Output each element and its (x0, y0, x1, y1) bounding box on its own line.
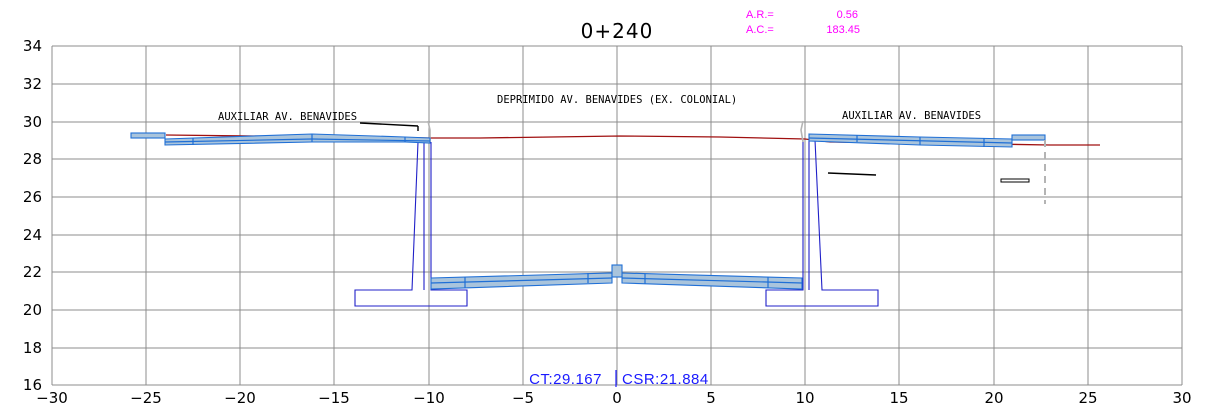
ar-value: 0.56 (837, 9, 858, 21)
x-axis-labels: −30 −25 −20 −15 −10 −5 0 5 10 15 20 25 3… (36, 389, 1191, 407)
y-tick-label: 32 (23, 75, 42, 93)
y-tick-label: 28 (23, 150, 42, 168)
ct-value: CT:29.167 (529, 371, 602, 388)
y-tick-label: 26 (23, 188, 42, 206)
left-retaining-wall (354, 141, 468, 307)
left-road-label: AUXILIAR AV. BENAVIDES (218, 111, 357, 123)
elevation-summary: CT:29.167 CSR:21.884 (529, 370, 709, 388)
x-tick-label: 10 (795, 389, 814, 407)
x-tick-label: 25 (1078, 389, 1097, 407)
y-tick-label: 18 (23, 339, 42, 357)
x-tick-label: −25 (130, 389, 162, 407)
right-retaining-wall (765, 139, 879, 307)
grid (51, 45, 1183, 386)
left-annotation-line (359, 122, 419, 127)
center-road-label: DEPRIMIDO AV. BENAVIDES (EX. COLONIAL) (497, 94, 737, 106)
ar-label: A.R.= (746, 9, 774, 21)
x-tick-label: −30 (36, 389, 68, 407)
x-tick-label: −15 (318, 389, 350, 407)
x-tick-label: 20 (984, 389, 1003, 407)
x-tick-label: 30 (1172, 389, 1191, 407)
x-tick-label: 5 (706, 389, 716, 407)
y-tick-label: 20 (23, 301, 42, 319)
right-road-label: AUXILIAR AV. BENAVIDES (842, 110, 981, 122)
y-tick-label: 34 (23, 37, 42, 55)
x-tick-label: 0 (612, 389, 622, 407)
left-auxiliary-pavement (130, 132, 431, 146)
right-annotation-box (1000, 178, 1030, 183)
area-summary: A.R.= 0.56 A.C.= 183.45 (746, 9, 860, 36)
x-tick-label: 15 (889, 389, 908, 407)
x-tick-label: −10 (413, 389, 445, 407)
y-tick-label: 16 (23, 376, 42, 394)
depressed-roadway-pavement (430, 264, 803, 290)
right-annotation-line (827, 172, 877, 176)
ac-value: 183.45 (826, 24, 860, 36)
y-tick-label: 24 (23, 226, 42, 244)
ac-label: A.C.= (746, 24, 774, 36)
right-guard-rail (800, 120, 804, 143)
csr-value: CSR:21.884 (622, 371, 709, 388)
y-axis-labels: 34 32 30 28 26 24 22 20 18 16 (23, 37, 42, 394)
y-tick-label: 30 (23, 113, 42, 131)
y-tick-label: 22 (23, 263, 42, 281)
x-tick-label: −20 (224, 389, 256, 407)
station-label: 0+240 (581, 19, 654, 43)
right-auxiliary-pavement (808, 133, 1046, 148)
x-tick-label: −5 (512, 389, 534, 407)
